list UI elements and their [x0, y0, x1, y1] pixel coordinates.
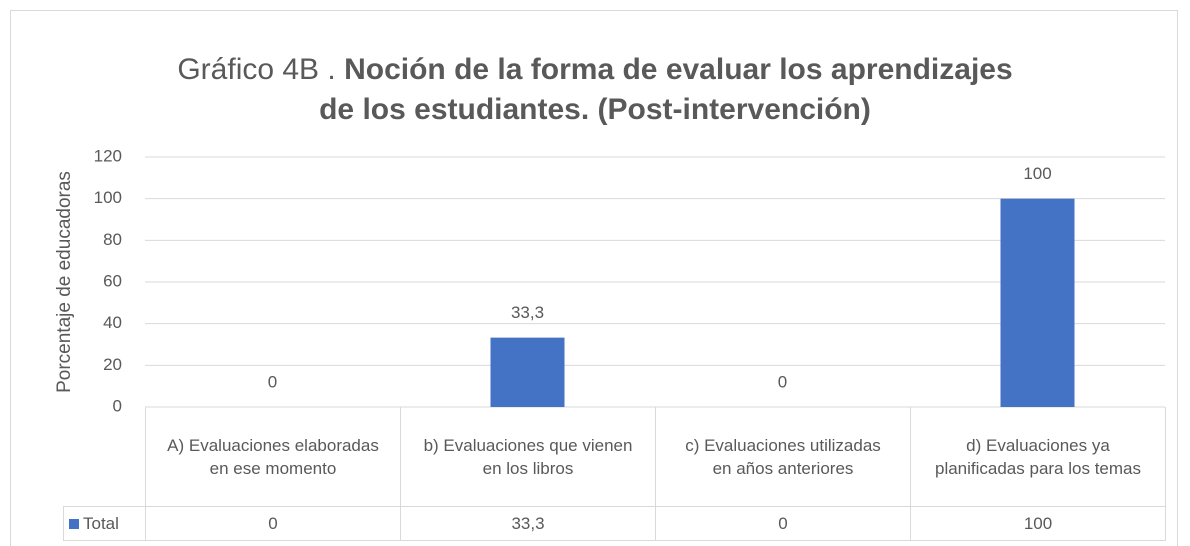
data-label: 33,3: [511, 303, 544, 322]
table-value-cell: 0: [655, 506, 911, 541]
title-main: Noción de la forma de evaluar los aprend…: [319, 53, 1013, 126]
y-tick-label: 120: [94, 146, 122, 165]
category-cell: c) Evaluaciones utilizadas en años anter…: [655, 407, 911, 507]
y-tick-label: 100: [94, 188, 122, 207]
category-cell: d) Evaluaciones ya planificadas para los…: [910, 407, 1166, 507]
table-value-cell: 33,3: [400, 506, 656, 541]
category-cell: A) Evaluaciones elaboradas en ese moment…: [145, 407, 401, 507]
y-tick-label: 20: [103, 355, 122, 374]
chart-title: Gráfico 4B . Noción de la forma de evalu…: [170, 50, 1020, 130]
data-label: 0: [778, 372, 787, 391]
bar: [1000, 198, 1075, 407]
bar: [490, 337, 565, 407]
category-cell: b) Evaluaciones que vienen en los libros: [400, 407, 656, 507]
table-value-cell: 0: [145, 506, 401, 541]
legend-cell: Total: [63, 506, 146, 541]
legend-key: [69, 518, 79, 529]
y-tick-label: 0: [113, 396, 122, 415]
y-axis-label: Porcentaje de educadoras: [54, 171, 75, 393]
y-tick-label: 60: [103, 271, 122, 290]
chart-frame: [10, 10, 1178, 546]
title-prefix: Gráfico 4B .: [177, 53, 336, 86]
y-tick-label: 80: [103, 230, 122, 249]
legend-label: Total: [83, 514, 119, 533]
y-tick-label: 40: [103, 313, 122, 332]
table-value-cell: 100: [910, 506, 1166, 541]
data-label: 100: [1023, 164, 1051, 183]
data-label: 0: [268, 372, 277, 391]
